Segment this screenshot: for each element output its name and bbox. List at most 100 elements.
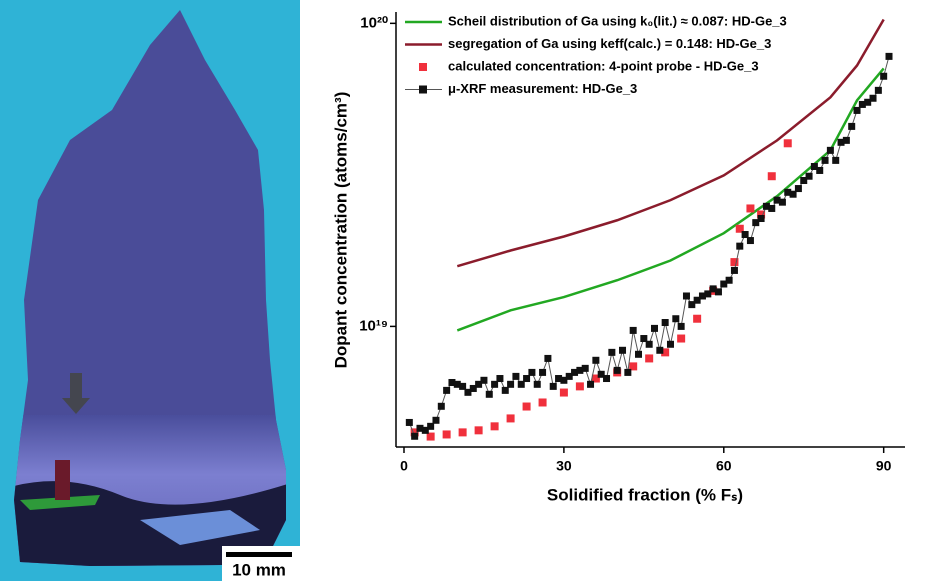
- marker: [549, 382, 557, 390]
- marker: [832, 156, 840, 164]
- marker: [720, 280, 728, 288]
- marker: [714, 288, 722, 296]
- legend-marker: [419, 85, 427, 94]
- marker: [496, 375, 504, 383]
- marker: [661, 319, 669, 327]
- marker: [709, 285, 717, 293]
- marker: [624, 368, 632, 376]
- marker: [629, 362, 638, 371]
- arrow: [62, 373, 90, 414]
- marker: [603, 375, 611, 383]
- marker: [491, 380, 499, 388]
- marker: [629, 326, 637, 334]
- marker: [768, 204, 776, 212]
- marker: [677, 322, 685, 330]
- series-line: [456, 18, 885, 268]
- marker: [427, 422, 435, 430]
- marker: [517, 380, 525, 388]
- marker: [464, 388, 472, 396]
- marker: [613, 366, 621, 374]
- marker: [826, 146, 834, 154]
- marker: [475, 380, 483, 388]
- marker: [880, 72, 888, 80]
- marker: [778, 198, 786, 206]
- marker: [730, 258, 739, 267]
- marker: [885, 52, 893, 60]
- marker: [565, 372, 573, 380]
- marker: [752, 219, 760, 227]
- marker: [746, 204, 755, 213]
- marker: [874, 86, 882, 94]
- y-tick-label: 10¹⁹: [359, 317, 388, 334]
- x-tick-label: 0: [400, 458, 408, 474]
- x-tick-label: 90: [876, 458, 892, 474]
- marker: [560, 376, 568, 384]
- marker: [837, 138, 845, 146]
- marker: [458, 428, 467, 437]
- marker: [656, 346, 664, 354]
- marker: [522, 402, 531, 411]
- marker: [858, 100, 866, 108]
- scale-bar-label: 10 mm: [232, 560, 286, 579]
- marker: [794, 185, 802, 193]
- marker: [571, 368, 579, 376]
- marker: [538, 398, 547, 407]
- marker: [869, 94, 877, 102]
- marker: [666, 340, 674, 348]
- scale-bar-box: [222, 546, 300, 581]
- marker: [448, 378, 456, 386]
- marker: [411, 432, 419, 440]
- marker: [783, 139, 792, 148]
- marker: [762, 202, 770, 210]
- marker: [453, 380, 461, 388]
- marker: [693, 296, 701, 304]
- marker: [426, 432, 435, 441]
- y-tick-label: 10²⁰: [360, 14, 388, 31]
- marker: [597, 370, 605, 378]
- marker: [432, 416, 440, 424]
- marker: [619, 346, 627, 354]
- marker: [555, 375, 563, 383]
- marker: [523, 375, 531, 383]
- chart: Dopant concentration (atoms/cm³) Solidif…: [331, 12, 905, 504]
- marker: [698, 292, 706, 300]
- marker: [474, 426, 483, 435]
- y-axis-label: Dopant concentration (atoms/cm³): [331, 92, 350, 369]
- marker: [544, 354, 552, 362]
- marker: [842, 136, 850, 144]
- marker: [773, 196, 781, 204]
- marker: [645, 354, 654, 363]
- marker: [635, 350, 643, 358]
- marker: [485, 390, 493, 398]
- marker: [741, 231, 749, 239]
- marker: [767, 172, 776, 181]
- marker: [800, 176, 808, 184]
- marker: [405, 418, 413, 426]
- marker: [459, 382, 467, 390]
- scale-bar: [226, 552, 292, 557]
- marker: [693, 314, 702, 323]
- marker: [480, 376, 488, 384]
- marker: [437, 402, 445, 410]
- marker: [650, 324, 658, 332]
- legend-label: segregation of Ga using keff(calc.) = 0.…: [448, 36, 771, 51]
- marker: [672, 315, 680, 323]
- marker: [853, 106, 861, 114]
- legend-marker: [419, 63, 427, 71]
- marker: [443, 386, 451, 394]
- x-tick-label: 60: [716, 458, 732, 474]
- marker: [677, 334, 686, 343]
- marker: [559, 388, 568, 397]
- marker: [805, 172, 813, 180]
- x-tick-label: 30: [556, 458, 572, 474]
- marker: [410, 428, 419, 437]
- marker: [682, 292, 690, 300]
- marker: [507, 380, 515, 388]
- marker: [704, 290, 712, 298]
- series-line: [456, 67, 885, 332]
- photo: 10 mm: [0, 0, 300, 581]
- marker: [821, 156, 829, 164]
- marker: [501, 386, 509, 394]
- marker: [816, 166, 824, 174]
- marker: [581, 364, 589, 372]
